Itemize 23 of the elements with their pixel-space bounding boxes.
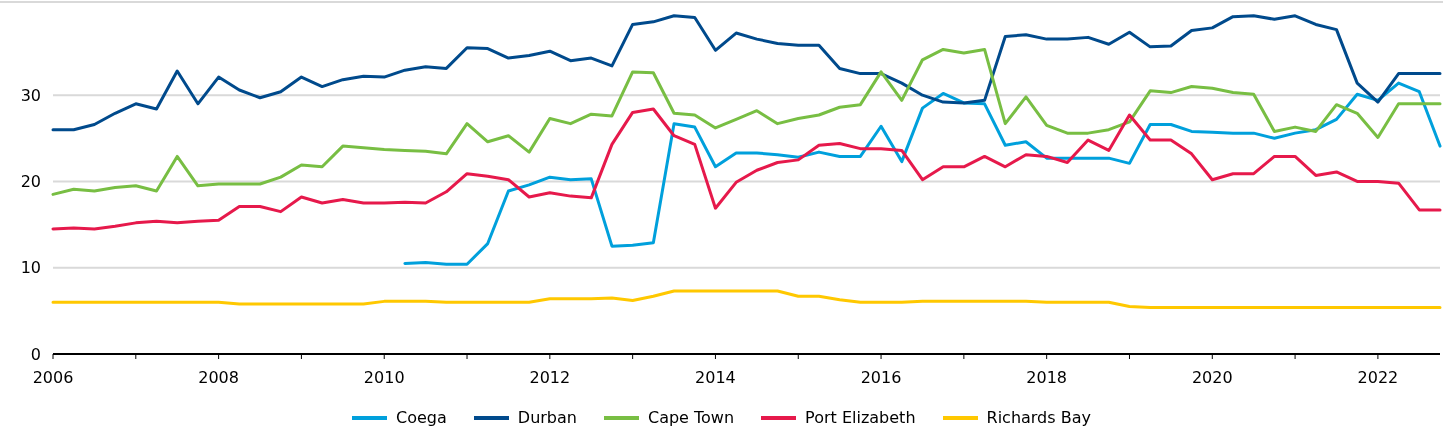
line-series <box>51 107 1442 231</box>
legend-label: Richards Bay <box>986 408 1091 428</box>
line-series <box>403 81 1442 266</box>
x-tick-label: 2020 <box>1191 368 1233 387</box>
x-tick-label: 2022 <box>1357 368 1399 387</box>
x-tick-label: 2012 <box>529 368 571 387</box>
y-tick-label: 10 <box>20 258 41 278</box>
x-tick-label: 2014 <box>695 368 736 387</box>
legend-label: Durban <box>517 408 577 428</box>
line-series <box>51 14 1442 132</box>
legend-label: Cape Town <box>647 408 735 428</box>
x-tick-label: 2008 <box>198 368 239 387</box>
line-series <box>51 289 1442 309</box>
y-tick-label: 30 <box>20 85 41 105</box>
x-tick-label: 2006 <box>32 368 74 387</box>
y-tick-label: 20 <box>20 172 41 192</box>
legend-label: Coega <box>396 408 447 428</box>
x-tick-label: 2010 <box>363 368 405 387</box>
x-tick-label: 2018 <box>1026 368 1068 387</box>
legend-label: Port Elizabeth <box>805 408 916 428</box>
y-tick-label: 0 <box>30 344 41 364</box>
line-series <box>51 47 1442 196</box>
x-tick-label: 2016 <box>860 368 902 387</box>
